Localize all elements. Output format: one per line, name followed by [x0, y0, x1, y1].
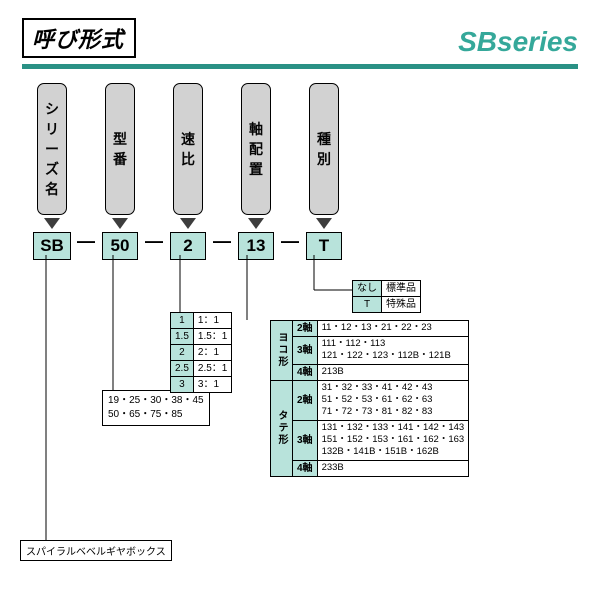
designation-column: 軸配置 13 — [232, 83, 280, 260]
code-value: 2 — [170, 232, 206, 260]
model-numbers-box: 19・25・30・38・4550・65・75・85 — [102, 390, 210, 426]
axis-values: 131・132・133・141・142・143151・152・153・161・1… — [317, 420, 469, 460]
code-value: T — [306, 232, 342, 260]
axis-group: ヨコ形 — [271, 321, 293, 381]
ratio-key: 1 — [171, 313, 194, 329]
axis-count: 3軸 — [293, 420, 318, 460]
designation-column: 型番 50 — [96, 83, 144, 260]
column-header: 軸配置 — [241, 83, 271, 215]
axis-values: 11・12・13・21・22・23 — [317, 321, 469, 337]
designation-column: 速比 2 — [164, 83, 212, 260]
designation-column: シリーズ名 SB — [28, 83, 76, 260]
triangle-down-icon — [112, 218, 128, 229]
title-japanese: 呼び形式 — [22, 18, 136, 58]
axis-count: 4軸 — [293, 460, 318, 476]
axis-values: 213B — [317, 364, 469, 380]
designation-columns: シリーズ名SB—型番50—速比2—軸配置13—種別T — [0, 69, 600, 260]
axis-count: 2軸 — [293, 321, 318, 337]
ratio-value: 1：1 — [193, 313, 231, 329]
axis-values: 31・32・33・41・42・4351・52・53・61・62・6371・72・… — [317, 380, 469, 420]
type-key: なし — [353, 281, 382, 297]
triangle-down-icon — [180, 218, 196, 229]
triangle-down-icon — [316, 218, 332, 229]
axis-values: 111・112・113121・122・123・112B・121B — [317, 337, 469, 365]
designation-column: 種別 T — [300, 83, 348, 260]
axis-count: 2軸 — [293, 380, 318, 420]
column-header: 速比 — [173, 83, 203, 215]
ratio-value: 1.5：1 — [193, 329, 231, 345]
triangle-down-icon — [248, 218, 264, 229]
column-header: 型番 — [105, 83, 135, 215]
column-header: シリーズ名 — [37, 83, 67, 215]
ratio-key: 2 — [171, 345, 194, 361]
type-key: T — [353, 297, 382, 313]
axis-values: 233B — [317, 460, 469, 476]
ratio-key: 3 — [171, 377, 194, 393]
title-series: SBseries — [458, 26, 578, 58]
code-value: 50 — [102, 232, 138, 260]
type-table: なし標準品T特殊品 — [352, 280, 421, 313]
ratio-key: 1.5 — [171, 329, 194, 345]
ratio-value: 2.5：1 — [193, 361, 231, 377]
column-header: 種別 — [309, 83, 339, 215]
ratio-key: 2.5 — [171, 361, 194, 377]
axis-count: 3軸 — [293, 337, 318, 365]
code-value: SB — [33, 232, 71, 260]
ratio-table: 11：11.51.5：122：12.52.5：133：1 — [170, 312, 232, 393]
axis-count: 4軸 — [293, 364, 318, 380]
triangle-down-icon — [44, 218, 60, 229]
type-value: 標準品 — [382, 281, 421, 297]
series-description: スパイラルベベルギヤボックス — [20, 540, 172, 561]
code-value: 13 — [238, 232, 274, 260]
ratio-value: 3：1 — [193, 377, 231, 393]
type-value: 特殊品 — [382, 297, 421, 313]
axis-config-table: ヨコ形2軸11・12・13・21・22・233軸111・112・113121・1… — [270, 320, 469, 477]
axis-group: タテ形 — [271, 380, 293, 476]
title-row: 呼び形式 SBseries — [0, 0, 600, 58]
ratio-value: 2：1 — [193, 345, 231, 361]
